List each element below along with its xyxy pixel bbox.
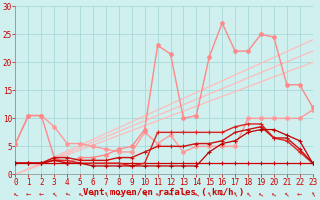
Text: ←: ← — [193, 190, 200, 197]
Text: ←: ← — [141, 190, 148, 197]
Text: ←: ← — [232, 191, 238, 196]
Text: ←: ← — [25, 190, 32, 198]
Text: ←: ← — [90, 191, 96, 196]
Text: ←: ← — [206, 191, 212, 197]
X-axis label: Vent moyen/en rafales ( km/h ): Vent moyen/en rafales ( km/h ) — [84, 188, 245, 197]
Text: ←: ← — [284, 191, 289, 196]
Text: ←: ← — [244, 190, 252, 197]
Text: ←: ← — [65, 191, 70, 196]
Text: ←: ← — [51, 190, 58, 197]
Text: ←: ← — [12, 191, 19, 197]
Text: ←: ← — [219, 190, 226, 198]
Text: ←: ← — [257, 190, 265, 198]
Text: ←: ← — [180, 190, 187, 197]
Text: ←: ← — [115, 190, 122, 197]
Text: ←: ← — [309, 190, 316, 197]
Text: ←: ← — [128, 190, 135, 197]
Text: ←: ← — [296, 190, 303, 198]
Text: ←: ← — [270, 190, 277, 198]
Text: ←: ← — [154, 190, 161, 197]
Text: ←: ← — [38, 190, 45, 197]
Text: ←: ← — [167, 190, 174, 197]
Text: ←: ← — [77, 191, 84, 197]
Text: ←: ← — [102, 190, 109, 197]
